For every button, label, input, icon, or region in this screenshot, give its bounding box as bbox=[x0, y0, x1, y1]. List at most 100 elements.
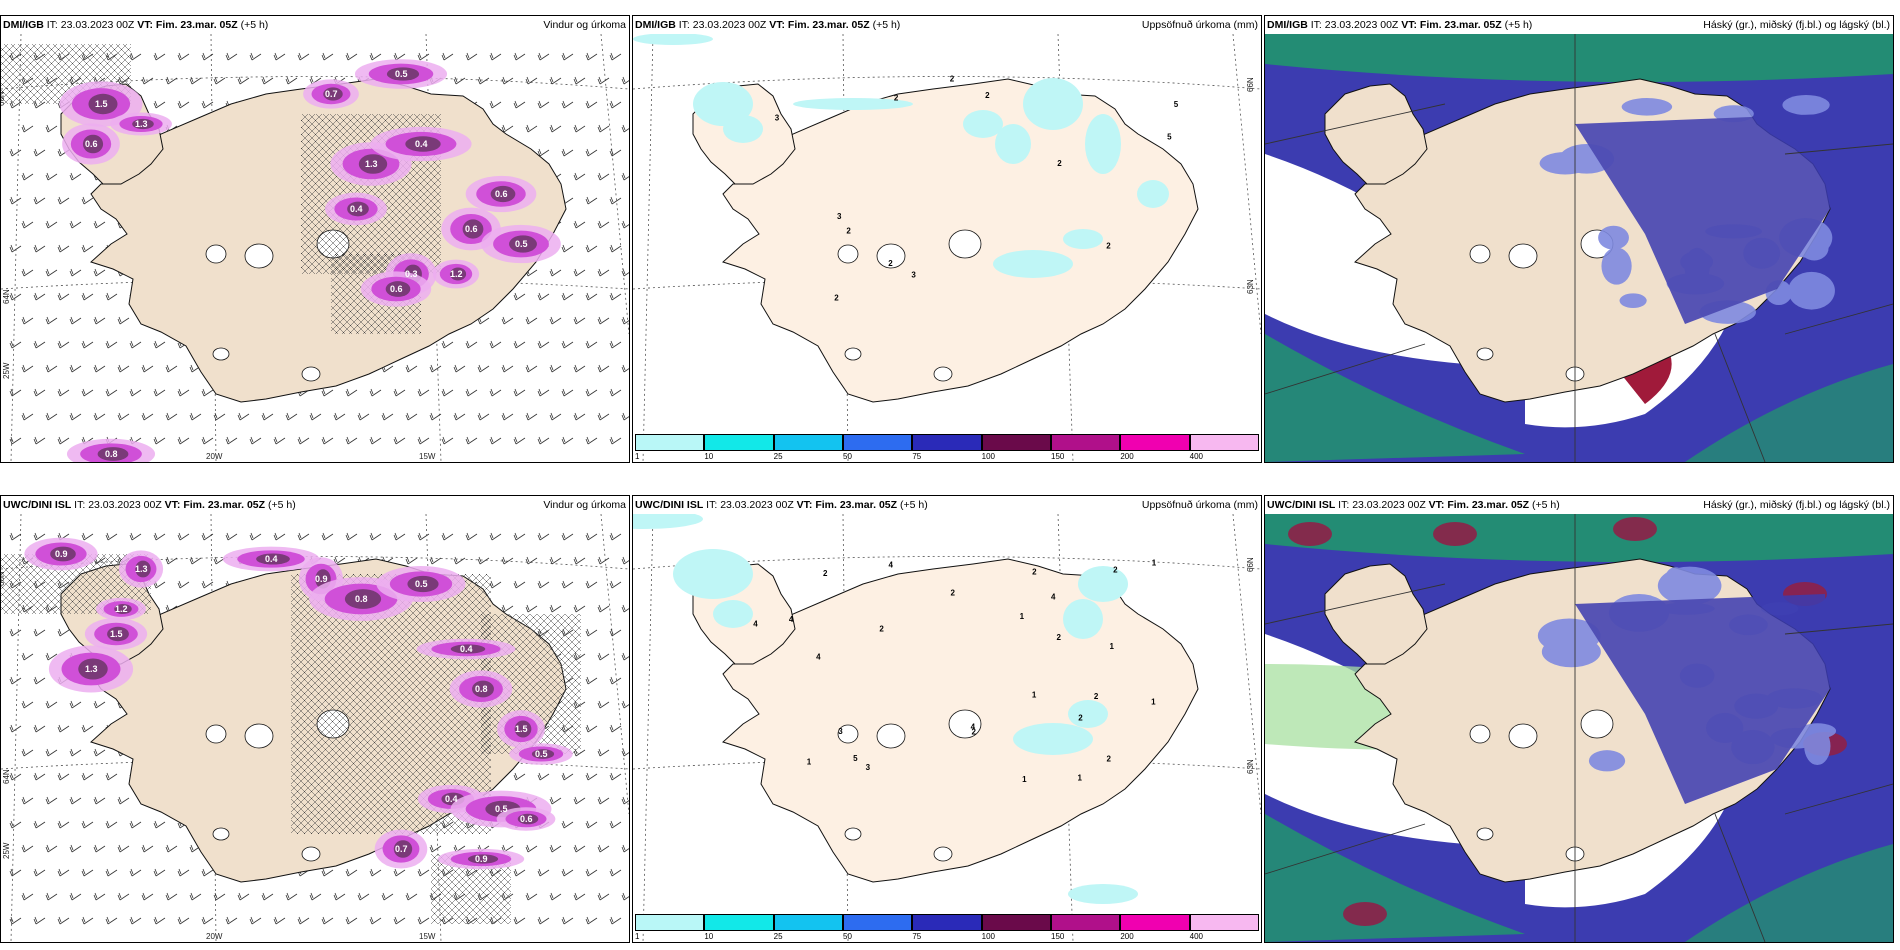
colorbar-tick-label: 200 bbox=[1120, 932, 1134, 941]
precip-value-label: 1.2 bbox=[450, 269, 463, 279]
colorbar-tick-label: 25 bbox=[773, 452, 783, 461]
init-time-label: IT: bbox=[1338, 499, 1350, 511]
accum-precip-areas bbox=[633, 514, 1138, 904]
accum-value-label: 2 bbox=[950, 75, 955, 84]
accum-value-label: 2 bbox=[894, 93, 899, 102]
precip-colorbar: 1 10 25 50 75 100 150 200 400 bbox=[635, 434, 1259, 461]
glacier-outline bbox=[876, 723, 906, 749]
init-time-label: IT: bbox=[706, 499, 718, 511]
map-svg bbox=[1265, 34, 1893, 462]
precip-value-label: 1.3 bbox=[135, 564, 148, 574]
accum-value-label: 3 bbox=[838, 727, 843, 736]
panel-run-info: UWC/DINI ISL IT: 23.03.2023 00Z VT: Fim.… bbox=[635, 496, 928, 514]
product-title: Vindur og úrkoma bbox=[543, 19, 626, 31]
accum-value-label: 2 bbox=[1094, 692, 1099, 701]
init-time-value: 23.03.2023 00Z bbox=[720, 499, 794, 511]
map-canvas[interactable]: 66N 64N 25W 20W 15W 1.5 1.3 0.6 0.7 0.5 1.3 0.4 0.4 0… bbox=[1, 34, 629, 462]
accum-value-label: 2 bbox=[972, 727, 977, 736]
glacier-outline bbox=[1508, 243, 1538, 269]
iceland-landmass bbox=[692, 78, 1199, 403]
accum-value-label: 4 bbox=[816, 652, 821, 661]
colorbar-tick-label: 100 bbox=[981, 452, 996, 461]
panel-run-info: DMI/IGB IT: 23.03.2023 00Z VT: Fim. 23.m… bbox=[1267, 16, 1532, 34]
lon-label-25: 25W bbox=[2, 842, 11, 859]
lon-label-15: 15W bbox=[419, 452, 436, 461]
precip-value-label: 1.2 bbox=[115, 604, 128, 614]
lead-time: (+5 h) bbox=[1504, 19, 1533, 31]
colorbar-swatch bbox=[635, 914, 705, 931]
init-time-value: 23.03.2023 00Z bbox=[692, 19, 767, 31]
panel-header: UWC/DINI ISL IT: 23.03.2023 00Z VT: Fim.… bbox=[1265, 496, 1893, 514]
colorbar-swatch bbox=[635, 434, 705, 451]
accum-value-label: 2 bbox=[1078, 714, 1083, 723]
precip-value-label: 1.3 bbox=[135, 119, 148, 129]
precip-value-label: 0.8 bbox=[475, 684, 488, 694]
precip-value-label: 0.6 bbox=[465, 224, 478, 234]
accum-value-label: 2 bbox=[1107, 755, 1112, 764]
panel-run-info: DMI/IGB IT: 23.03.2023 00Z VT: Fim. 23.m… bbox=[635, 16, 900, 34]
lat-label-64: 64N bbox=[2, 769, 11, 784]
map-canvas[interactable]: 66N 63N 2 2 2 2 2 2 2 3 5 2 3 5 3 bbox=[633, 34, 1261, 462]
precip-value-label: 0.3 bbox=[405, 269, 418, 279]
glacier-outline bbox=[1476, 347, 1494, 361]
precip-value-label: 0.4 bbox=[415, 139, 428, 149]
lon-label-20: 20W bbox=[206, 932, 223, 941]
precip-value-label: 1.3 bbox=[85, 664, 98, 674]
accum-value-label: 2 bbox=[888, 259, 893, 268]
init-time-label: IT: bbox=[678, 19, 690, 31]
model-name: DMI/IGB bbox=[1267, 19, 1308, 31]
map-panel-wind: UWC/DINI ISL IT: 23.03.2023 00Z VT: Fim.… bbox=[0, 495, 630, 943]
glacier-outline bbox=[301, 846, 321, 862]
glacier-outline bbox=[933, 366, 953, 382]
precip-value-label: 0.4 bbox=[445, 794, 458, 804]
accum-value-label: 2 bbox=[1057, 633, 1062, 642]
precip-value-label: 0.6 bbox=[85, 139, 98, 149]
accum-value-label: 4 bbox=[888, 560, 893, 569]
map-canvas[interactable] bbox=[1265, 514, 1893, 942]
colorbar-swatch bbox=[704, 434, 774, 451]
valid-time: VT: Fim. 23.mar. 05Z bbox=[796, 499, 898, 511]
accum-value-label: 1 bbox=[807, 758, 812, 767]
lead-time: (+5 h) bbox=[240, 19, 269, 31]
panel-run-info: UWC/DINI ISL IT: 23.03.2023 00Z VT: Fim.… bbox=[3, 496, 296, 514]
map-canvas[interactable]: 66N 64N 25W 20W 15W 0.9 1.3 1.2 1.5 1.3 0.4 0.9 0.8 0… bbox=[1, 514, 629, 942]
precip-value-label: 0.9 bbox=[55, 549, 68, 559]
lon-label-15: 15W bbox=[419, 932, 436, 941]
lead-time: (+5 h) bbox=[267, 499, 296, 511]
colorbar-tick-label: 75 bbox=[912, 932, 922, 941]
panel-header: UWC/DINI ISL IT: 23.03.2023 00Z VT: Fim.… bbox=[1, 496, 629, 514]
accum-precip-areas bbox=[633, 34, 1169, 278]
panel-header: UWC/DINI ISL IT: 23.03.2023 00Z VT: Fim.… bbox=[633, 496, 1261, 514]
lat-label-66: 66N bbox=[1246, 77, 1255, 92]
precip-value-label: 0.8 bbox=[105, 449, 118, 459]
accum-value-label: 3 bbox=[837, 212, 842, 221]
precip-value-label: 1.5 bbox=[110, 629, 123, 639]
colorbar-tick-label: 100 bbox=[981, 932, 996, 941]
lon-label-20: 20W bbox=[206, 452, 223, 461]
lat-label-66: 66N bbox=[1246, 557, 1255, 572]
model-name: UWC/DINI ISL bbox=[1267, 499, 1336, 511]
accum-value-label: 2 bbox=[1106, 242, 1111, 251]
accum-value-label: 1 bbox=[1032, 691, 1037, 700]
colorbar-swatch bbox=[704, 914, 774, 931]
map-svg bbox=[1265, 514, 1893, 942]
valid-time: VT: Fim. 23.mar. 05Z bbox=[1401, 19, 1502, 31]
colorbar-swatch bbox=[1189, 434, 1259, 451]
accum-value-label: 1 bbox=[1152, 559, 1157, 568]
map-canvas[interactable] bbox=[1265, 34, 1893, 462]
colorbar-swatch bbox=[981, 434, 1051, 451]
product-title: Vindur og úrkoma bbox=[543, 499, 626, 511]
glacier-outline bbox=[212, 347, 230, 361]
accum-value-label: 2 bbox=[950, 588, 955, 597]
accum-value-label: 4 bbox=[789, 615, 794, 624]
panel-header: DMI/IGB IT: 23.03.2023 00Z VT: Fim. 23.m… bbox=[1265, 16, 1893, 34]
precip-value-label: 0.5 bbox=[495, 804, 508, 814]
map-canvas[interactable]: 66N 63N 1 1 2 1 4 2 4 4 1 1 1 2 4 2 3 2 3 5 2 2 4 2 2 4 1 1 2 bbox=[633, 514, 1261, 942]
precip-values: 0.9 1.3 1.2 1.5 1.3 0.4 0.9 0.8 0.5 0.4 0.8 1.5 0.4 0… bbox=[55, 549, 548, 864]
glacier-outline bbox=[316, 229, 350, 259]
model-name: DMI/IGB bbox=[3, 19, 44, 31]
